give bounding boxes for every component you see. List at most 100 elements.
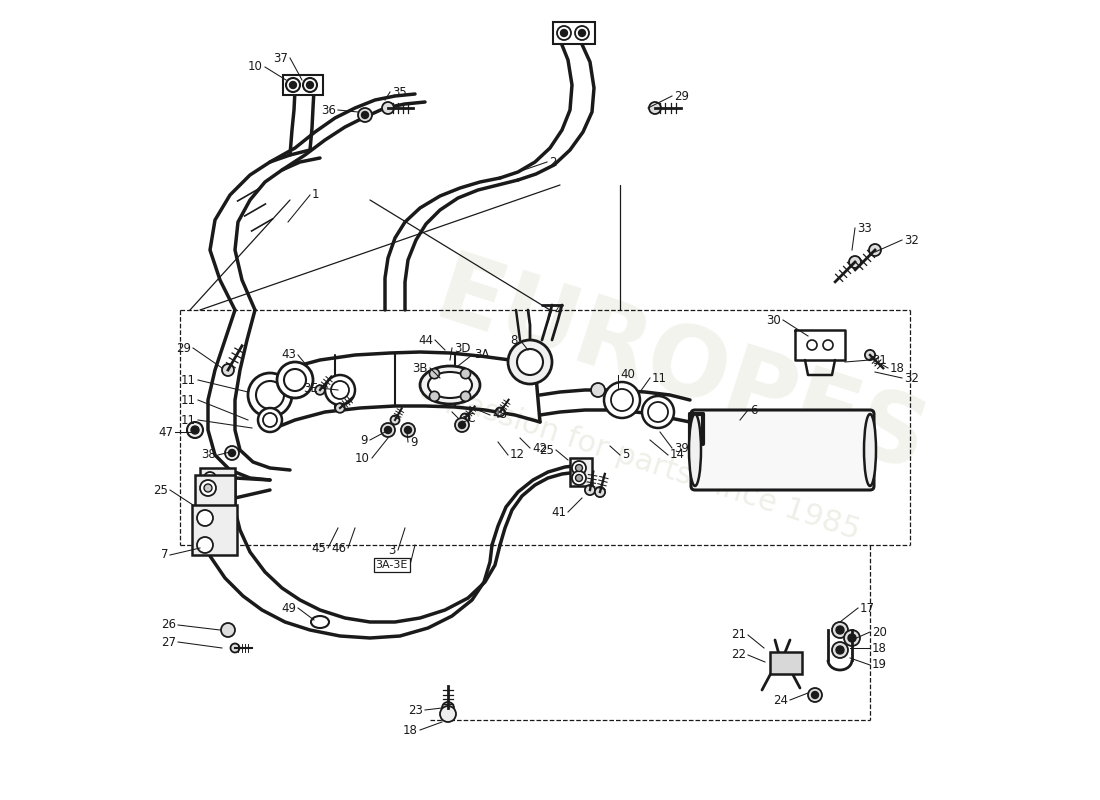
Circle shape [836, 626, 844, 634]
Text: 3E: 3E [304, 382, 318, 394]
Circle shape [429, 391, 439, 402]
Circle shape [823, 340, 833, 350]
Circle shape [231, 643, 240, 653]
Circle shape [221, 623, 235, 637]
Circle shape [358, 108, 372, 122]
Circle shape [495, 407, 505, 417]
Circle shape [807, 340, 817, 350]
Circle shape [649, 102, 661, 114]
Circle shape [869, 244, 881, 256]
Circle shape [316, 385, 324, 395]
Circle shape [289, 82, 297, 89]
Text: 32: 32 [904, 371, 918, 385]
Text: 2: 2 [549, 155, 557, 169]
Circle shape [204, 484, 212, 492]
Text: 7: 7 [161, 549, 168, 562]
Circle shape [812, 691, 818, 698]
Text: 43: 43 [282, 349, 296, 362]
Circle shape [256, 381, 284, 409]
Text: 3D: 3D [454, 342, 471, 354]
Text: 8: 8 [510, 334, 518, 346]
Circle shape [572, 461, 586, 475]
Circle shape [381, 423, 395, 437]
Circle shape [197, 537, 213, 553]
Text: 1: 1 [312, 189, 319, 202]
Circle shape [187, 422, 204, 438]
Circle shape [561, 30, 568, 37]
Text: 3C: 3C [460, 411, 475, 425]
Text: 48: 48 [492, 409, 507, 422]
Bar [200, 468, 235, 508]
Text: 18: 18 [890, 362, 905, 374]
Circle shape [572, 471, 586, 485]
Text: 32: 32 [904, 234, 918, 246]
Circle shape [402, 423, 415, 437]
Text: 20: 20 [872, 626, 887, 638]
Bar [283, 75, 323, 95]
Circle shape [204, 492, 216, 504]
Circle shape [848, 634, 856, 642]
Circle shape [284, 369, 306, 391]
Circle shape [385, 426, 392, 434]
Text: 25: 25 [153, 483, 168, 497]
Text: 9: 9 [361, 434, 368, 446]
Text: 39: 39 [674, 442, 689, 454]
Text: 21: 21 [732, 629, 746, 642]
Text: a passion for parts since 1985: a passion for parts since 1985 [416, 375, 864, 545]
Circle shape [517, 349, 543, 375]
Circle shape [579, 30, 585, 37]
Text: 46: 46 [331, 542, 346, 554]
Text: 23: 23 [408, 703, 424, 717]
Circle shape [302, 78, 317, 92]
Circle shape [191, 426, 199, 434]
Circle shape [258, 408, 282, 432]
Text: 19: 19 [872, 658, 887, 671]
Text: 26: 26 [161, 618, 176, 631]
Text: 25: 25 [539, 443, 554, 457]
Text: 45: 45 [311, 542, 326, 554]
Circle shape [204, 472, 216, 484]
Circle shape [222, 364, 234, 376]
Circle shape [865, 350, 876, 360]
Circle shape [575, 26, 589, 40]
Text: 9: 9 [410, 435, 418, 449]
Ellipse shape [311, 616, 329, 628]
Text: 18: 18 [403, 723, 418, 737]
Text: 17: 17 [860, 602, 875, 614]
Circle shape [226, 446, 239, 460]
Text: 3A: 3A [474, 349, 490, 362]
Text: 11: 11 [652, 371, 667, 385]
Circle shape [362, 111, 369, 118]
Circle shape [849, 256, 861, 268]
Circle shape [575, 474, 583, 482]
Circle shape [604, 382, 640, 418]
Text: 33: 33 [857, 222, 871, 234]
Circle shape [832, 642, 848, 658]
Text: 5: 5 [621, 449, 629, 462]
Circle shape [461, 414, 470, 422]
Circle shape [508, 340, 552, 384]
Text: 40: 40 [620, 369, 635, 382]
Text: 6: 6 [750, 403, 758, 417]
Text: 11: 11 [182, 414, 196, 426]
Ellipse shape [420, 366, 480, 404]
Circle shape [461, 391, 471, 402]
Circle shape [324, 375, 355, 405]
Circle shape [429, 369, 439, 378]
Circle shape [591, 383, 605, 397]
Circle shape [405, 426, 411, 434]
Text: 3B: 3B [412, 362, 428, 374]
Circle shape [390, 415, 399, 425]
Circle shape [331, 381, 349, 399]
Bar [192, 505, 236, 555]
Circle shape [648, 402, 668, 422]
Circle shape [286, 78, 300, 92]
Circle shape [557, 26, 571, 40]
Text: 4: 4 [554, 303, 561, 317]
Circle shape [263, 413, 277, 427]
Circle shape [248, 373, 292, 417]
Text: 3A-3E: 3A-3E [375, 560, 408, 570]
Text: 36: 36 [321, 103, 336, 117]
Circle shape [575, 465, 583, 471]
Circle shape [808, 688, 822, 702]
